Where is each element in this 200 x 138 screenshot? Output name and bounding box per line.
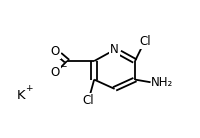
Text: +: + (25, 84, 32, 93)
Text: K: K (17, 89, 26, 102)
Text: Cl: Cl (139, 35, 151, 48)
Text: N: N (110, 43, 119, 56)
Text: NH₂: NH₂ (151, 76, 173, 89)
Text: O: O (51, 67, 60, 79)
Text: −: − (59, 61, 67, 70)
Text: O: O (51, 45, 60, 58)
Text: Cl: Cl (83, 94, 94, 107)
